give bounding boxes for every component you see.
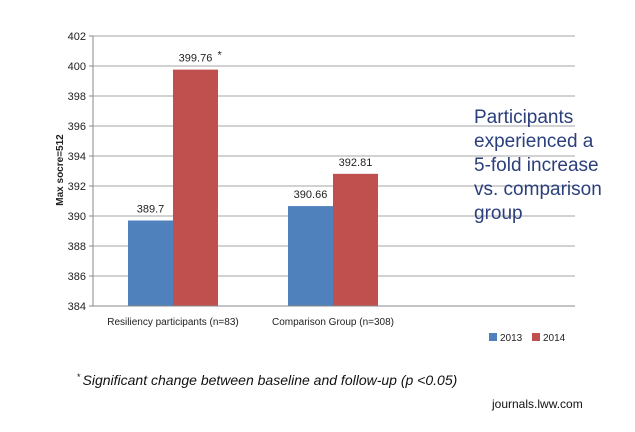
callout-line: 5-fold increase — [474, 155, 599, 176]
y-tick-label: 388 — [68, 241, 86, 253]
callout-line: experienced a — [474, 131, 594, 152]
y-tick-label: 400 — [68, 61, 86, 73]
callout-line: vs. comparison — [474, 179, 602, 200]
footnote-symbol: * — [77, 372, 81, 382]
callout-line: Participants — [474, 107, 574, 128]
legend-swatch-2013 — [489, 333, 497, 341]
data-label: 392.81 — [339, 157, 373, 169]
callout-line: group — [474, 203, 523, 224]
bar-2014 — [333, 173, 378, 306]
y-axis-label: Max socre=512 — [55, 134, 66, 206]
y-tick-label: 398 — [68, 91, 86, 103]
category-labels: Resiliency participants (n=83) Comparison… — [107, 317, 394, 328]
footnote-text: Significant change between baseline and … — [82, 372, 458, 388]
bar-2014 — [173, 69, 218, 306]
callout-text: Participants experienced a 5-fold increa… — [474, 106, 634, 226]
bar-2013 — [288, 206, 333, 306]
y-tick-label: 386 — [68, 271, 86, 283]
y-tick-label: 390 — [68, 211, 86, 223]
category-label: Resiliency participants (n=83) — [107, 317, 238, 328]
data-label: 389.7 — [137, 204, 165, 216]
legend-label: 2013 — [500, 333, 523, 344]
data-labels: 389.7 399.76 * 390.66 392.81 — [137, 50, 373, 216]
y-tick-label: 392 — [68, 181, 86, 193]
legend-label: 2014 — [543, 333, 566, 344]
bar-2013 — [128, 220, 173, 306]
source-credit: journals.lww.com — [492, 397, 583, 411]
legend-swatch-2014 — [532, 333, 540, 341]
y-tick-label: 396 — [68, 121, 86, 133]
footnote: * Significant change between baseline and… — [77, 372, 457, 388]
data-label: 399.76 — [179, 53, 213, 65]
y-tick-label: 384 — [68, 301, 86, 313]
category-label: Comparison Group (n=308) — [272, 317, 394, 328]
y-tick-label: 402 — [68, 31, 86, 43]
legend: 2013 2014 — [489, 333, 566, 344]
y-tick-label: 394 — [68, 151, 86, 163]
y-tick-labels: 384 386 388 390 392 394 396 398 400 402 — [68, 31, 86, 313]
bars — [128, 69, 378, 306]
significance-marker: * — [218, 50, 223, 62]
data-label: 390.66 — [294, 189, 328, 201]
